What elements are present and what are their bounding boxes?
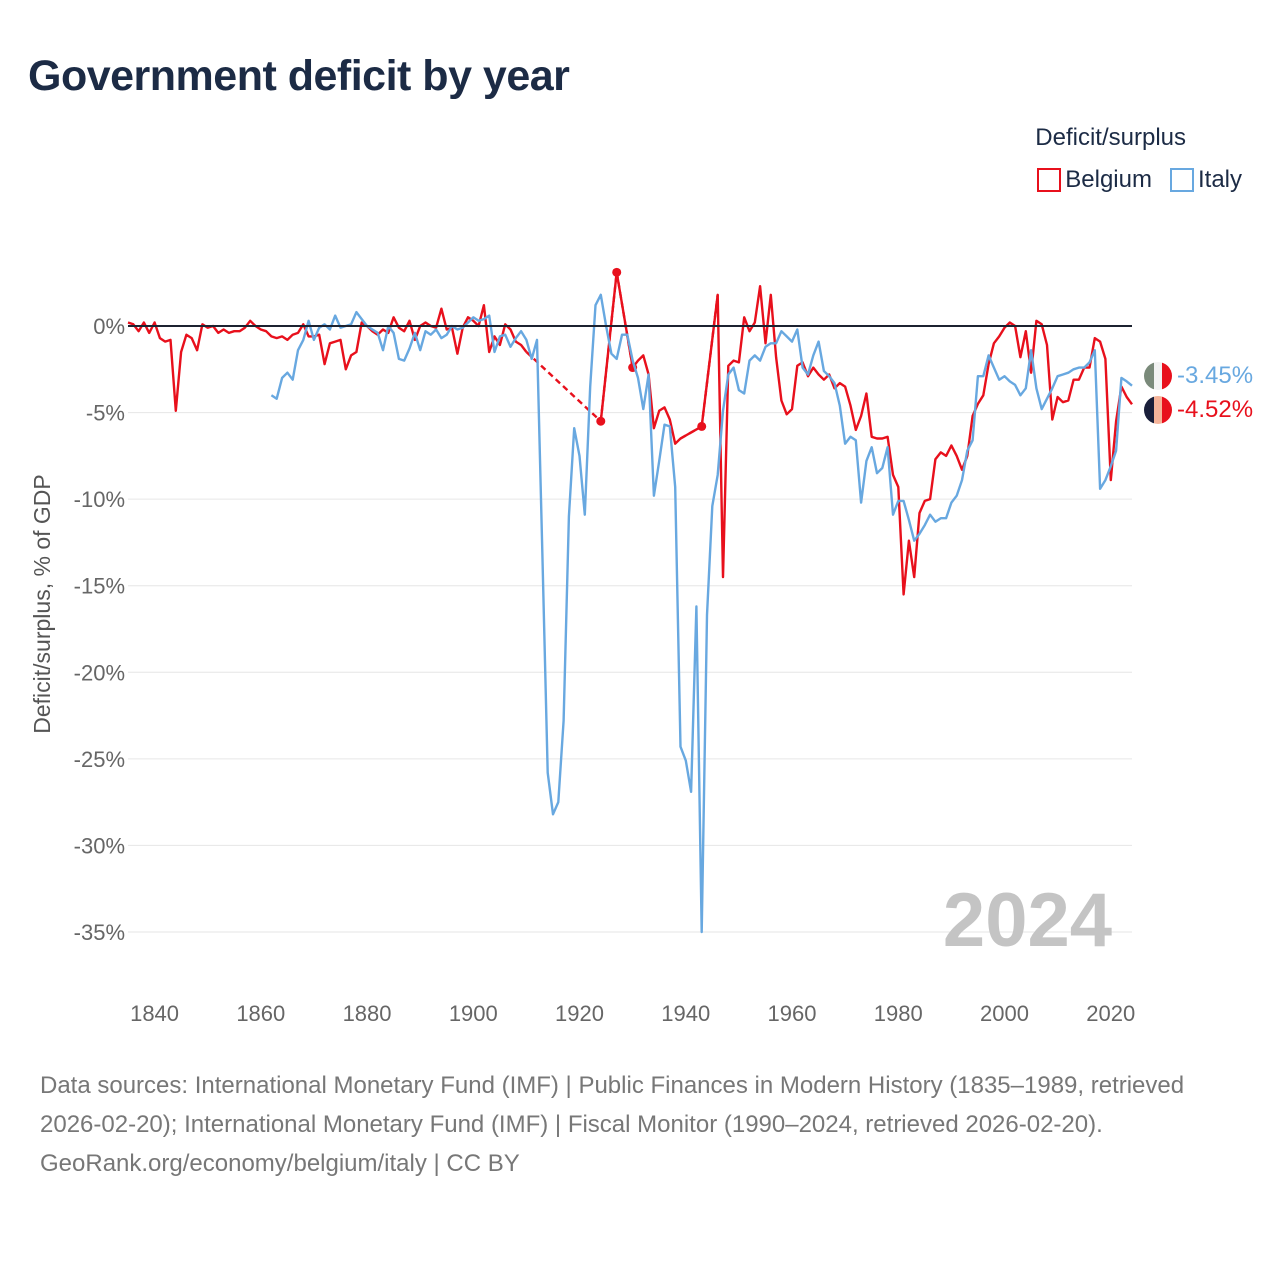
x-axis-ticks: 1840 1860 1880 1900 1920 1940 1960 1980 2000 2020 <box>130 1001 1135 1026</box>
legend-title: Deficit/surplus <box>1035 124 1186 151</box>
belgium-end-label: -4.52% <box>1177 396 1253 423</box>
page-title: Government deficit by year <box>28 52 570 100</box>
legend-swatch-belgium <box>1037 168 1062 192</box>
belgium-flag-icon <box>1144 396 1172 424</box>
y-tick-label: -20% <box>74 660 125 685</box>
legend-label-italy: Italy <box>1197 166 1242 193</box>
y-tick-label: -30% <box>74 833 125 858</box>
x-tick-label: 2000 <box>980 1001 1029 1026</box>
x-tick-label: 2020 <box>1086 1001 1135 1026</box>
legend: Belgium Italy <box>1037 166 1242 194</box>
italy-flag-icon <box>1144 362 1172 390</box>
gridlines <box>128 412 1132 933</box>
data-point-belgium <box>612 267 622 277</box>
year-watermark: 2024 <box>943 878 1112 963</box>
series-gap-belgium <box>599 272 618 422</box>
x-tick-label: 1920 <box>555 1001 604 1026</box>
legend-item-italy[interactable]: Italy <box>1169 166 1242 194</box>
series-lines <box>127 267 1133 934</box>
y-tick-label: -15% <box>74 574 125 599</box>
series-gap-belgium <box>700 294 719 427</box>
x-tick-label: 1880 <box>343 1001 392 1026</box>
footer: Data sources: International Monetary Fun… <box>40 1066 1250 1183</box>
y-tick-label: -25% <box>74 747 125 772</box>
y-axis-label: Deficit/surplus, % of GDP <box>29 474 55 733</box>
x-tick-label: 1940 <box>661 1001 710 1026</box>
series-line-belgium <box>127 271 1133 596</box>
x-tick-label: 1840 <box>130 1001 179 1026</box>
data-sources: Data sources: International Monetary Fun… <box>40 1072 1185 1138</box>
data-point-belgium <box>596 416 606 426</box>
italy-end-label: -3.45% <box>1177 362 1253 389</box>
data-point-belgium <box>697 421 707 431</box>
y-tick-label: -5% <box>86 401 125 426</box>
line-chart: 0%-5%-10%-15%-20%-25%-30%-35% 1840 1860 18… <box>29 267 1253 1026</box>
y-axis-ticks: 0% -5% -10% -15% -20% -25% -30% -35% <box>74 314 125 945</box>
end-markers: -3.45% -4.52% <box>1144 362 1253 424</box>
credit-link[interactable]: GeoRank.org/economy/belgium/italy | CC B… <box>40 1150 520 1177</box>
series-line-italy <box>270 293 1133 934</box>
x-tick-label: 1900 <box>449 1001 498 1026</box>
x-tick-label: 1860 <box>236 1001 285 1026</box>
legend-item-belgium[interactable]: Belgium <box>1037 166 1152 194</box>
y-tick-label: -35% <box>74 920 125 945</box>
y-tick-label: -10% <box>74 487 125 512</box>
x-tick-label: 1960 <box>768 1001 817 1026</box>
x-tick-label: 1980 <box>874 1001 923 1026</box>
legend-swatch-italy <box>1169 168 1194 192</box>
legend-label-belgium: Belgium <box>1065 166 1152 193</box>
y-tick-label: 0% <box>93 314 125 339</box>
